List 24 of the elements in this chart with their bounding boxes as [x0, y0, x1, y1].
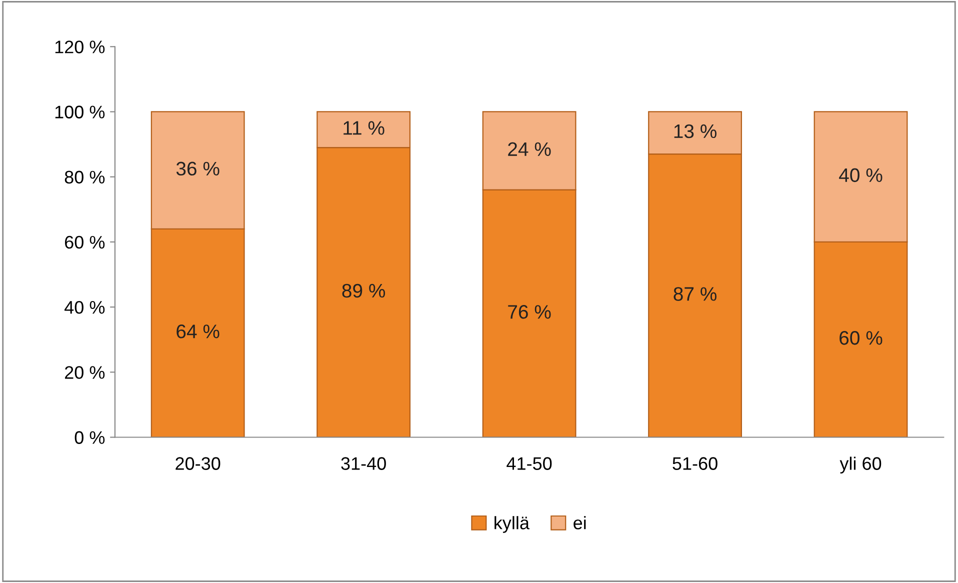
y-tick-label: 40 %: [64, 300, 105, 314]
data-label: 76 %: [508, 305, 551, 319]
data-label: 36 %: [176, 162, 220, 176]
data-label: 64 %: [176, 324, 220, 338]
y-tick-label: 60 %: [65, 236, 105, 249]
y-tick-label: 0 %: [74, 431, 105, 444]
legend-label: ei: [574, 516, 586, 530]
y-tick-label: 20 %: [64, 366, 105, 379]
data-label: 89 %: [342, 284, 386, 298]
data-label: 60 %: [840, 331, 882, 345]
data-label: 40 %: [839, 168, 882, 182]
data-label: 24 %: [508, 142, 551, 156]
y-tick-label: 80 %: [64, 170, 105, 184]
legend-label: kyllä: [494, 516, 530, 533]
x-tick-label: 31-40: [341, 457, 386, 470]
y-tick-label: 120 %: [55, 40, 105, 54]
data-label: 87 %: [674, 287, 716, 301]
x-tick-label: 41-50: [506, 457, 552, 470]
x-tick-label: 51-60: [672, 457, 718, 470]
y-tick-label: 100 %: [55, 106, 105, 118]
data-label: 11 %: [344, 121, 384, 135]
x-tick-label: yli 60: [840, 456, 882, 474]
x-tick-label: 20-30: [176, 457, 220, 470]
data-label: 13 %: [674, 124, 716, 138]
